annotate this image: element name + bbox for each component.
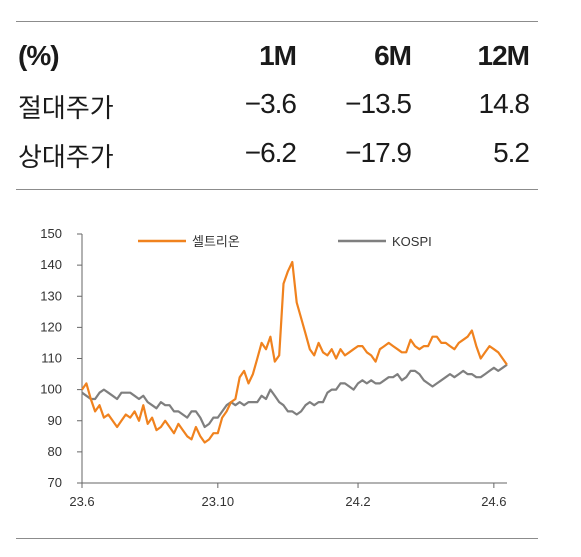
x-tick-label: 24.6: [481, 494, 506, 509]
x-tick-label: 24.2: [345, 494, 370, 509]
y-tick-label: 120: [40, 319, 62, 334]
row-absolute-6m: −13.5: [345, 88, 412, 119]
series-line-kospi: [81, 363, 508, 429]
y-tick-label: 110: [41, 351, 62, 366]
row-relative-6m: −17.9: [345, 137, 412, 168]
y-tick-label: 90: [48, 413, 62, 428]
row-relative-label: 상대주가: [18, 143, 114, 173]
y-tick-label: 140: [40, 257, 62, 272]
header-12m: 12M: [477, 40, 530, 71]
x-tick-label: 23.6: [69, 494, 94, 509]
legend-celltrion-label: 셀트리온: [192, 234, 240, 249]
y-tick-label: 70: [48, 475, 62, 490]
y-tick-label: 100: [40, 382, 62, 397]
y-tick-label: 130: [40, 288, 62, 303]
header-1m: 1M: [259, 40, 297, 71]
series-line-celltrion: [81, 260, 508, 444]
row-relative-12m: 5.2: [493, 137, 530, 168]
legend-kospi-label: KOSPI: [392, 234, 432, 249]
header-unit: (%): [18, 40, 60, 71]
x-tick-label: 23.10: [202, 494, 235, 509]
bottom-rule: [16, 538, 538, 539]
header-6m: 6M: [374, 40, 412, 71]
y-tick-label: 80: [48, 444, 62, 459]
price-chart: 70 80 90 100 110 120 130 140 150 23.6 23.10 24.2 24.…: [40, 226, 508, 509]
y-tick-label: 150: [40, 226, 62, 241]
row-absolute-1m: −3.6: [244, 88, 297, 119]
performance-table: (%) 1M 6M 12M 절대주가 −3.6 −13.5 14.8 상대주가 …: [0, 0, 581, 190]
top-rule: [16, 21, 538, 22]
row-absolute-12m: 14.8: [478, 88, 530, 119]
row-relative-1m: −6.2: [244, 137, 297, 168]
row-absolute-label: 절대주가: [18, 94, 114, 124]
middle-rule: [16, 189, 538, 190]
